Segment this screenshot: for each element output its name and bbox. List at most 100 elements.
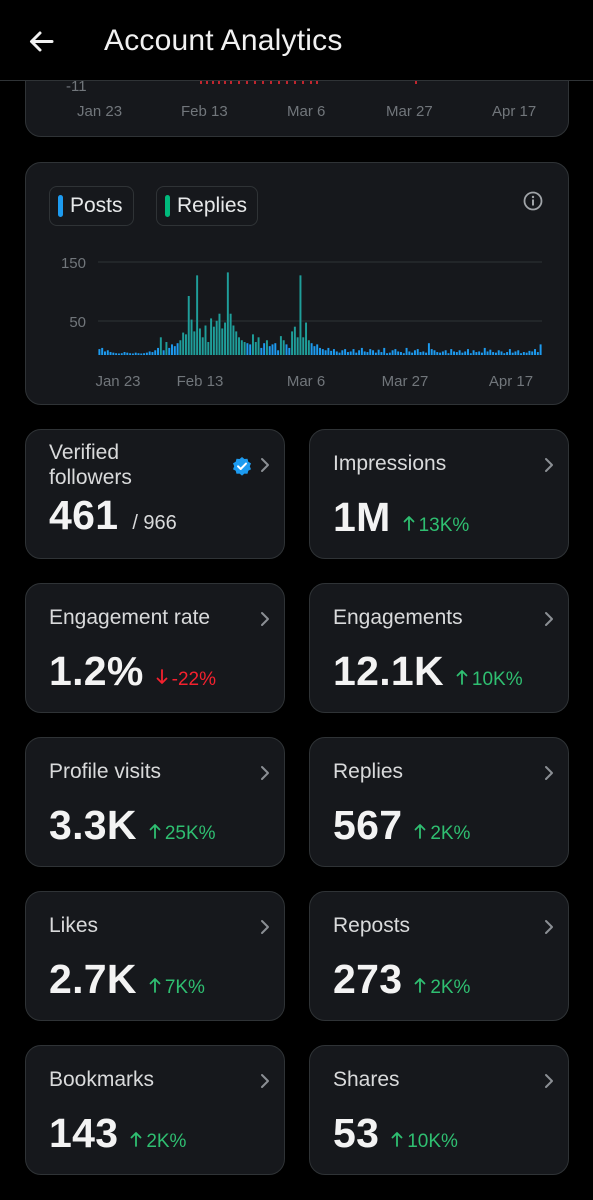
chart-bar — [246, 343, 249, 355]
metric-delta-value: 13K% — [418, 515, 470, 536]
chart-bar — [408, 351, 411, 355]
metric-label: Impressions — [333, 452, 447, 475]
chevron-right-icon — [261, 458, 269, 472]
metric-value-row: 143 2K% — [49, 1110, 186, 1157]
previous-chart-bar — [212, 78, 214, 84]
metric-delta-value: -22% — [171, 669, 217, 690]
chart-bar — [159, 337, 162, 355]
posts-replies-chart: 150 50 Jan 23 Feb 13 Mar 6 Mar 27 Apr 17 — [61, 255, 542, 390]
metric-card-profile-visits[interactable]: Profile visits 3.3K 25K% — [25, 737, 285, 867]
metric-value-row: 1.2% -22% — [49, 648, 216, 695]
chart-bar — [184, 334, 187, 355]
previous-chart-bar — [270, 78, 272, 84]
metric-delta: -22% — [156, 669, 216, 691]
chart-bar — [369, 349, 372, 355]
previous-chart-bar — [262, 78, 264, 84]
chart-bar — [352, 349, 355, 355]
chevron-right-icon — [545, 766, 553, 780]
x-tick-label: Apr 17 — [492, 103, 537, 120]
previous-chart-bar — [230, 78, 232, 84]
metric-value-row: 12.1K 10K% — [333, 648, 523, 695]
chart-bar — [349, 351, 352, 355]
legend-replies-label: Replies — [177, 194, 248, 217]
chart-bar — [238, 337, 240, 355]
chart-bar — [525, 352, 528, 355]
metric-delta-value: 7K% — [164, 977, 205, 998]
y-tick-label: -11 — [66, 78, 87, 95]
metric-card-reposts[interactable]: Reposts 273 2K% — [309, 891, 569, 1021]
metric-delta: 10K% — [456, 669, 523, 691]
back-button[interactable] — [22, 22, 62, 62]
chart-bar — [492, 352, 495, 355]
y-tick-label: 50 — [69, 314, 86, 331]
metric-value: 273 — [333, 956, 403, 1002]
chart-bar — [383, 347, 386, 355]
metric-value-row: 461 / 966 — [49, 492, 177, 539]
metric-card-bookmarks[interactable]: Bookmarks 143 2K% — [25, 1045, 285, 1175]
metric-delta-value: 2K% — [430, 823, 471, 844]
metric-delta-value: 2K% — [146, 1131, 187, 1152]
metric-value: 3.3K — [49, 802, 137, 848]
chart-bar — [324, 350, 327, 355]
chart-bar — [193, 331, 196, 355]
posts-replies-chart-card: 150 50 Jan 23 Feb 13 Mar 6 Mar 27 Apr 17 Posts… — [25, 162, 569, 405]
arrow-up-icon — [414, 824, 426, 839]
chart-bar — [469, 353, 472, 355]
legend-replies[interactable]: Replies — [156, 186, 259, 226]
metric-value-row: 1M 13K% — [333, 494, 469, 541]
chart-bar — [252, 334, 254, 355]
metric-card-shares[interactable]: Shares 53 10K% — [309, 1045, 569, 1175]
arrow-up-icon — [456, 670, 468, 685]
legend-posts[interactable]: Posts — [49, 186, 134, 226]
metric-card-engagement-rate[interactable]: Engagement rate 1.2% -22% — [25, 583, 285, 713]
chevron-right-icon — [545, 612, 553, 626]
chart-bar — [335, 351, 338, 355]
chart-bar — [447, 353, 450, 355]
chart-bar — [478, 351, 481, 355]
metric-delta: 7K% — [149, 977, 205, 999]
chevron-right-icon — [545, 458, 553, 472]
chart-bar — [363, 351, 366, 355]
metric-label: Replies — [333, 760, 404, 783]
metric-card-verified-followers[interactable]: Verified followers 461 / 966 — [25, 429, 285, 559]
chart-bar — [489, 349, 492, 355]
chart-bar — [374, 352, 377, 355]
posts-swatch — [58, 195, 63, 217]
chart-bar — [422, 351, 425, 355]
chart-bar — [486, 351, 489, 355]
chart-bar — [215, 320, 218, 355]
chart-bar — [151, 352, 154, 355]
metric-card-replies[interactable]: Replies 567 2K% — [309, 737, 569, 867]
chart-bar — [458, 350, 461, 355]
chart-bar — [282, 340, 285, 355]
chart-bar — [137, 353, 140, 355]
metric-card-likes[interactable]: Likes 2.7K 7K% — [25, 891, 285, 1021]
chart-bar — [277, 350, 280, 355]
chart-bar — [171, 344, 173, 355]
chart-bar — [450, 349, 453, 355]
previous-chart-bars — [200, 78, 417, 84]
chart-bar — [508, 349, 511, 355]
chart-bar — [243, 342, 246, 355]
previous-chart-bar — [310, 78, 312, 84]
chart-bar — [310, 343, 313, 355]
chart-bar — [112, 352, 115, 355]
chart-bar — [240, 340, 243, 355]
metric-card-impressions[interactable]: Impressions 1M 13K% — [309, 429, 569, 559]
chart-bar — [98, 349, 101, 355]
chart-bar — [464, 351, 467, 355]
chart-bar — [480, 352, 483, 355]
metric-card-engagements[interactable]: Engagements 12.1K 10K% — [309, 583, 569, 713]
chart-bar — [332, 349, 335, 355]
info-icon[interactable] — [522, 190, 544, 212]
chart-bar — [536, 352, 539, 355]
chart-bar — [179, 340, 182, 355]
metric-label: Likes — [49, 914, 99, 937]
chart-bar — [173, 346, 176, 355]
y-tick-label: 150 — [61, 255, 86, 272]
chart-bar — [506, 352, 509, 355]
metric-value: 12.1K — [333, 648, 444, 694]
chart-bar — [257, 337, 260, 355]
chart-bar — [394, 349, 397, 355]
x-tick-label: Jan 23 — [95, 373, 140, 390]
